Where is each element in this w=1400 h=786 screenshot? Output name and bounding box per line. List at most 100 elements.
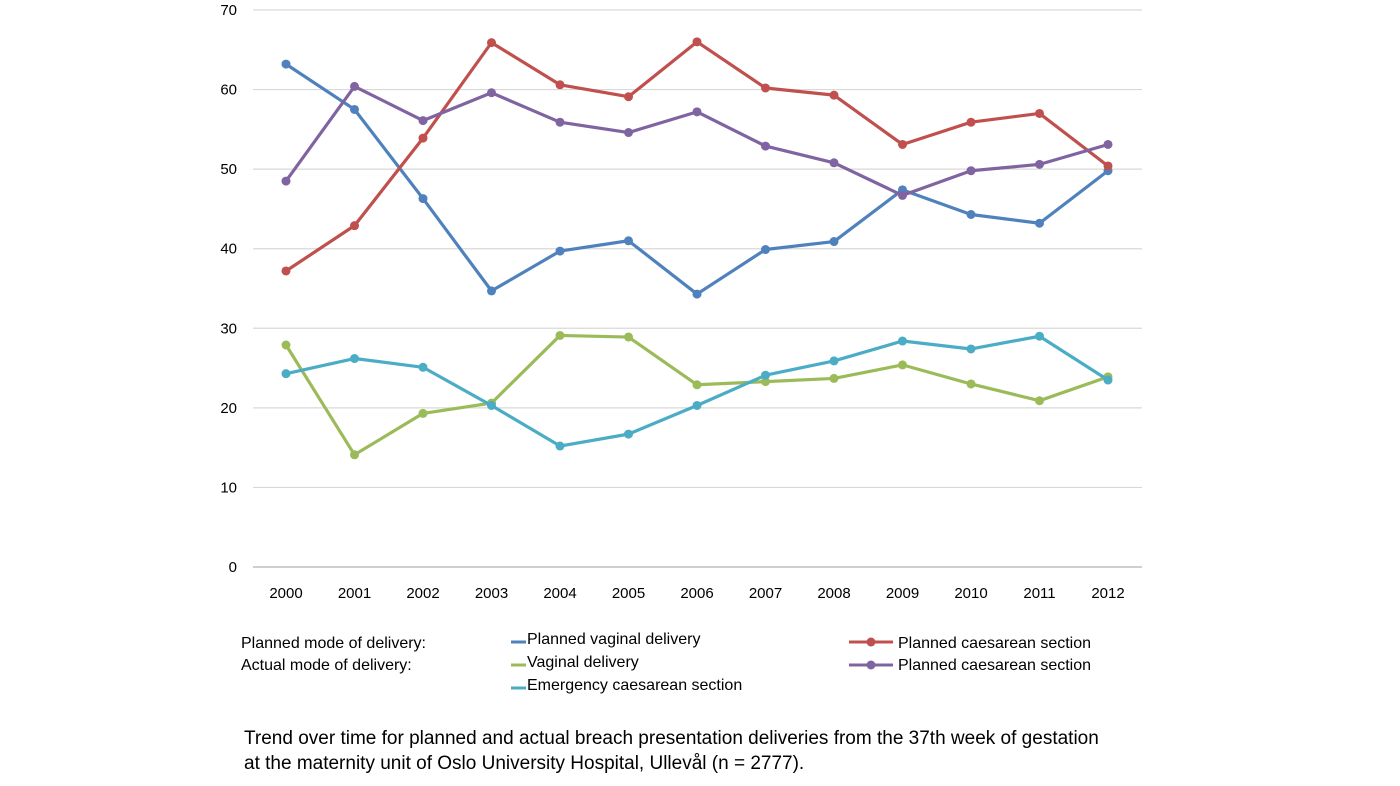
- data-point: [350, 81, 359, 91]
- figure-caption: Trend over time for planned and actual b…: [244, 726, 1244, 776]
- x-tick-label: 2000: [269, 585, 302, 602]
- data-point: [1035, 108, 1044, 118]
- data-point: [281, 340, 291, 350]
- y-tick-label: 50: [220, 161, 237, 178]
- y-tick-label: 60: [220, 82, 237, 99]
- legend-label-emergency-caesarean: Emergency caesarean section: [527, 677, 742, 694]
- series-line: [284, 333, 1109, 457]
- legend-label-planned-vaginal: Planned vaginal delivery: [527, 631, 700, 648]
- data-point: [829, 373, 839, 383]
- data-point: [692, 400, 702, 410]
- x-tick-label: 2010: [954, 585, 987, 602]
- data-point: [418, 116, 428, 126]
- data-point: [898, 360, 907, 370]
- series-line: [285, 334, 1109, 448]
- series-0: [281, 59, 1113, 299]
- x-tick-label: 2008: [817, 585, 850, 602]
- series-line: [285, 62, 1109, 296]
- data-point: [624, 236, 633, 246]
- data-point: [624, 92, 633, 102]
- data-point: [281, 369, 291, 379]
- data-point: [1035, 331, 1044, 341]
- y-tick-label: 20: [220, 400, 237, 417]
- data-point: [1103, 139, 1113, 149]
- gridlines: [253, 9, 1142, 568]
- data-point: [966, 166, 976, 176]
- data-point: [624, 429, 633, 439]
- caption-line-1: Trend over time for planned and actual b…: [244, 728, 1099, 749]
- series-lines: [281, 37, 1113, 460]
- data-point: [1103, 161, 1113, 171]
- legend-item-planned-caesarean: Planned caesarean section: [849, 635, 1091, 652]
- x-tick-label: 2005: [612, 585, 645, 602]
- data-point: [624, 128, 633, 138]
- legend-marker-planned-caesarean: [866, 637, 876, 647]
- data-point: [1103, 375, 1113, 385]
- legend-label-planned-caesarean: Planned caesarean section: [898, 635, 1091, 652]
- x-tick-label: 2009: [886, 585, 919, 602]
- data-point: [692, 107, 702, 117]
- x-axis-ticks: 2000 2001 2002 2003 2004 2005 2006 2007 2008 2009…: [269, 585, 1124, 602]
- data-point: [966, 344, 976, 354]
- legend-planned-heading: Planned mode of delivery:: [241, 635, 426, 652]
- y-tick-label: 40: [220, 241, 237, 258]
- data-point: [350, 221, 359, 231]
- data-point: [281, 59, 291, 69]
- series-2: [281, 330, 1113, 460]
- data-point: [487, 286, 496, 296]
- x-tick-label: 2004: [543, 585, 576, 602]
- y-tick-label: 0: [229, 559, 237, 576]
- series-line: [285, 40, 1109, 273]
- data-point: [418, 408, 428, 418]
- data-point: [898, 336, 907, 346]
- data-point: [761, 83, 770, 93]
- data-point: [555, 80, 565, 90]
- data-point: [1035, 159, 1044, 169]
- data-point: [692, 289, 702, 299]
- data-point: [624, 332, 633, 342]
- legend-item-actual-planned-caesarean: Planned caesarean section: [849, 657, 1091, 674]
- data-point: [418, 194, 428, 204]
- data-point: [966, 117, 976, 127]
- x-tick-label: 2012: [1091, 585, 1124, 602]
- data-point: [487, 38, 496, 48]
- data-point: [829, 90, 839, 100]
- legend-item-vaginal-delivery: Vaginal delivery: [511, 654, 639, 671]
- data-point: [418, 362, 428, 372]
- series-1: [281, 37, 1113, 276]
- x-tick-label: 2001: [338, 585, 371, 602]
- data-point: [350, 450, 359, 460]
- caption-line-2: at the maternity unit of Oslo University…: [244, 753, 805, 774]
- legend-label-actual-planned-caesarean: Planned caesarean section: [898, 657, 1091, 674]
- data-point: [555, 117, 565, 127]
- y-tick-label: 10: [220, 479, 237, 496]
- data-point: [487, 400, 496, 410]
- data-point: [692, 37, 702, 47]
- data-point: [829, 237, 839, 247]
- y-tick-label: 30: [220, 320, 237, 337]
- data-point: [555, 330, 565, 340]
- x-tick-label: 2003: [475, 585, 508, 602]
- line-chart: 0 10 20 30 40 50 60 70 2000 2001 2002 2003 2004 2005…: [220, 2, 1142, 694]
- data-point: [281, 266, 291, 276]
- legend-actual-heading: Actual mode of delivery:: [241, 657, 412, 674]
- data-point: [829, 356, 839, 366]
- data-point: [898, 190, 907, 200]
- x-tick-label: 2007: [749, 585, 782, 602]
- data-point: [898, 139, 907, 149]
- data-point: [761, 245, 770, 255]
- data-point: [350, 104, 359, 114]
- x-tick-label: 2011: [1023, 585, 1055, 602]
- data-point: [829, 158, 839, 168]
- data-point: [555, 441, 565, 451]
- data-point: [555, 246, 565, 256]
- data-point: [1035, 396, 1044, 406]
- data-point: [487, 88, 496, 98]
- data-point: [692, 380, 702, 390]
- legend-marker-actual-planned-caesarean: [866, 660, 876, 670]
- data-point: [1035, 218, 1044, 228]
- series-4: [281, 331, 1113, 451]
- data-point: [761, 377, 770, 387]
- y-axis-ticks: 0 10 20 30 40 50 60 70: [220, 2, 237, 576]
- legend: Planned mode of delivery: Actual mode of…: [241, 631, 1091, 694]
